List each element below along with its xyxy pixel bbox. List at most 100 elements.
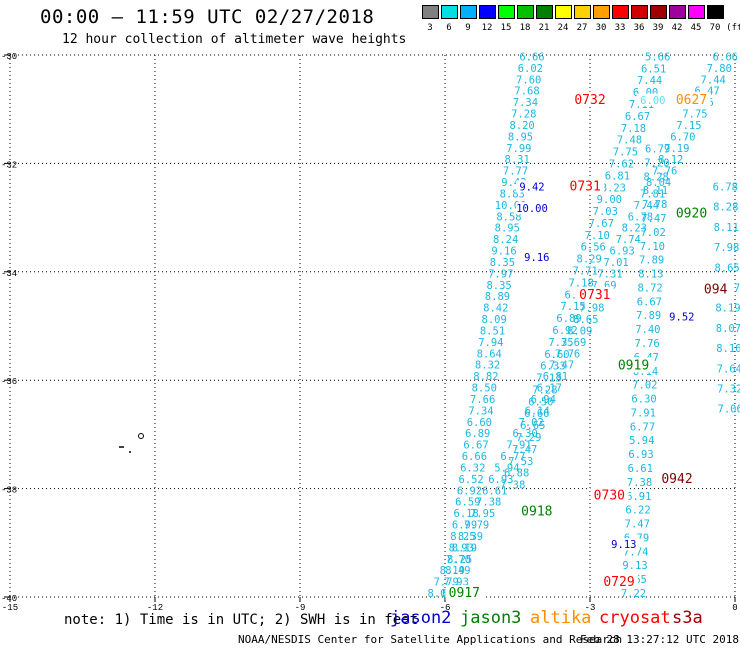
lat-tick-label: -36 [1, 377, 17, 387]
swh-highlight-bg [636, 93, 669, 106]
swh-highlight-bg [516, 180, 548, 193]
swh-highlight-bg [607, 538, 640, 551]
legend-swatch [707, 5, 724, 19]
swh-value: 7.74 [616, 234, 641, 246]
swh-value: 6.66 [462, 451, 487, 463]
swh-value: 7.91 [631, 407, 656, 419]
swh-value: 6.51 [641, 63, 666, 75]
swh-value: 6.52 [458, 474, 483, 486]
pass-time-label: 0627 [676, 93, 707, 108]
lon-tick-label: -15 [2, 603, 18, 613]
swh-value: 5.94 [629, 435, 654, 447]
legend-swatch [479, 5, 496, 19]
swh-value: 7.47 [549, 360, 574, 372]
legend-label: 39 [652, 23, 664, 33]
island [138, 433, 144, 439]
legend-swatch [669, 5, 686, 19]
map-subtitle: 12 hour collection of altimeter wave hei… [62, 32, 407, 47]
swh-value: 8.31 [505, 154, 530, 166]
swh-value: 7.40 [635, 324, 660, 336]
swh-value: 7.76 [555, 348, 580, 360]
pass-time-label: 094 [704, 282, 728, 297]
swh-value: 6.61 [628, 463, 653, 475]
swh-value: 5.66 [645, 51, 670, 63]
lat-tick-label: -40 [1, 594, 17, 604]
swh-value: 7.79 [464, 520, 489, 532]
swh-value: 7.47 [512, 444, 537, 456]
swh-value: 6.78 [628, 211, 653, 223]
lat-tick-label: -30 [1, 52, 17, 62]
swh-value: 7.06 [718, 404, 740, 416]
swh-value: 7.18 [621, 123, 646, 135]
swh-value: 9.00 [597, 194, 622, 206]
swh-value: 7.75 [682, 109, 707, 121]
pass-time-bg [600, 574, 638, 590]
swh-value: 7.35 [548, 337, 573, 349]
swh-value: 7.53 [508, 456, 533, 468]
pass-time-bg [445, 585, 484, 600]
swh-value: 6.78 [713, 182, 738, 194]
pass-time-bg [696, 281, 735, 297]
legend-label: 9 [465, 23, 471, 33]
swh-value: 8.19 [452, 542, 477, 554]
pass-time-label: 0919 [618, 358, 649, 373]
lon-tick-label: -9 [295, 603, 306, 613]
swh-value: 7.64 [717, 363, 740, 375]
lon-tick-label: -6 [440, 603, 451, 613]
swh-value: 7.68 [514, 86, 539, 98]
swh-value: 6.67 [625, 111, 650, 123]
swh-value: 7.01 [603, 257, 628, 269]
swh-value: 6.60 [544, 349, 569, 361]
swh-value: 7.44 [634, 200, 659, 212]
swh-value: 7.66 [470, 394, 495, 406]
swh-value: 6.61 [482, 485, 507, 497]
pass-time-label: 0942 [661, 472, 692, 487]
pass-time-label: 0731 [570, 180, 601, 195]
swh-value: 8.82 [473, 371, 498, 383]
swh-value: 7.98 [579, 303, 604, 315]
legend-swatch [555, 5, 572, 19]
pass-time-bg [672, 205, 711, 221]
swh-highlight-bg [520, 250, 553, 263]
swh-value: 7.02 [640, 227, 665, 239]
swh-value: 6.92 [552, 325, 577, 337]
swh-value: 6.79 [645, 144, 670, 156]
swh-value: 7.29 [516, 432, 541, 444]
swh-value: 7.10 [640, 241, 665, 253]
legend-label: 12 [481, 23, 493, 33]
lon-tick-label: 0 [732, 603, 737, 613]
swh-value: 6.77 [500, 451, 525, 463]
legend-swatch [460, 5, 477, 19]
swh-value: 6.60 [467, 417, 492, 429]
swh-highlight-bg [516, 202, 548, 215]
swh-value: 8.23 [622, 223, 647, 235]
swh-value: 5.94 [494, 462, 519, 474]
satellite-s3a: s3a [672, 608, 703, 628]
swh-value: 7.91 [506, 440, 531, 452]
legend-swatch [688, 5, 705, 19]
swh-value: 8.89 [485, 291, 510, 303]
swh-value: 8.19 [715, 303, 740, 315]
pass-time-label: 0920 [676, 207, 707, 222]
swh-value: 7.02 [519, 417, 544, 429]
satellite-altika: altika [530, 608, 592, 628]
pass-time-bg [517, 503, 556, 519]
swh-value: 8.09 [482, 314, 507, 326]
swh-value: 7.47 [641, 213, 666, 225]
swh-value: 7.38 [500, 480, 525, 492]
swh-value: 8.65 [573, 314, 598, 326]
pass-time-bg [590, 487, 629, 503]
lat-tick-label: -32 [1, 160, 17, 170]
satellite-jason2: jason2 [390, 608, 452, 628]
swh-value: 8.25 [450, 531, 475, 543]
swh-value: 7.15 [676, 120, 701, 132]
swh-value: 8.35 [490, 257, 515, 269]
map-title: 00:00 – 11:59 UTC 02/27/2018 [40, 6, 375, 28]
legend-swatch [422, 5, 439, 19]
legend-label: 70 [709, 23, 721, 33]
legend-label: 18 [519, 23, 531, 33]
swh-value: 8.16 [716, 343, 740, 355]
legend-label: 33 [614, 23, 626, 33]
legend-label: 24 [557, 23, 569, 33]
swh-value: 7.03 [593, 206, 618, 218]
